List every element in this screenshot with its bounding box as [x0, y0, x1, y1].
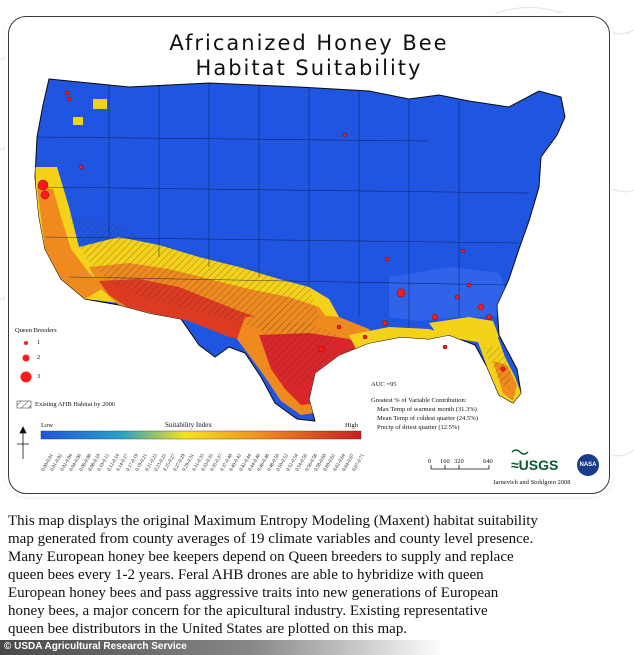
queen-breeders-title: Queen Breeders [15, 327, 57, 334]
queen-breeder-markers [37, 90, 506, 372]
queen-breeder-marker [460, 248, 466, 254]
map-title: Africanized Honey Bee [169, 31, 449, 55]
queen-breeder-marker [362, 334, 368, 340]
contribution-line: Precip of driest quarter (12.5%) [377, 424, 460, 431]
queen-breeders-level: 1 [37, 339, 41, 346]
queen-breeder-marker [466, 282, 472, 288]
queen-breeder-marker [396, 288, 406, 298]
low-label: Low [41, 422, 53, 429]
queen-breeder-marker [486, 314, 492, 320]
contribution-line: Max Temp of warmest month (31.3%) [377, 406, 477, 413]
queen-breeders-level: 2 [37, 354, 41, 361]
queen-breeder-marker [37, 179, 49, 191]
legend-dot-2 [22, 354, 30, 362]
queen-breeder-marker [317, 345, 325, 353]
scale-label: 160 [440, 458, 450, 465]
map-credit-authors: Jarnevich and Stohlgren 2008 [493, 479, 571, 486]
queen-breeder-marker [40, 190, 50, 200]
photo-credit: © USDA Agricultural Research Service [4, 641, 187, 652]
scale-label: 320 [454, 458, 464, 465]
description-line: European honey bees and pass aggressive … [8, 585, 499, 601]
high-label: High [345, 422, 358, 429]
queen-breeder-marker [454, 294, 460, 300]
compass-icon [17, 426, 29, 459]
queen-breeder-marker [78, 164, 84, 170]
description-line: map generated from county averages of 19… [8, 531, 534, 547]
credit-bar: © USDA Agricultural Research Service [0, 640, 634, 655]
nasa-logo: NASA [577, 454, 599, 476]
queen-breeder-marker [382, 320, 388, 326]
description-line: honey bees, a major concern for the apic… [8, 603, 488, 619]
usgs-logo: ≈USGS [511, 457, 559, 473]
queen-breeder-marker [477, 303, 485, 311]
suitability-colorbar [40, 430, 362, 440]
queen-breeder-marker [66, 96, 72, 102]
legend-hatch-swatch [16, 400, 32, 409]
map-description: This map displays the original Maximum E… [8, 512, 628, 638]
map-subtitle: Habitat Suitability [195, 56, 423, 80]
usgs-wave-icon [511, 449, 529, 455]
scale-label: 640 [483, 458, 493, 465]
scale-label: 0 [428, 458, 432, 465]
queen-breeder-marker [336, 324, 342, 330]
us-suitability-map [16, 78, 566, 470]
suitability-index-title: Suitability Index [165, 421, 212, 429]
description-line: queen bee distributors in the United Sta… [8, 621, 408, 637]
description-line: Many European honey bee keepers depend o… [8, 549, 514, 565]
legend-dot-1 [24, 341, 28, 345]
map-figure: Africanized Honey Bee Habitat Suitabilit… [8, 16, 610, 494]
queen-breeder-marker [384, 256, 390, 262]
suitability-tick-labels: 0.00-0.01 0.01-0.02 0.02-0.04 0.04-0.06 0.06… [39, 442, 369, 482]
legend-dot-3 [20, 371, 32, 383]
queen-breeder-marker [500, 366, 506, 372]
contribution-line: Mean Temp of coldest quarter (24.5%) [377, 415, 478, 422]
scale-bar [430, 465, 490, 470]
contribution-title: Greatest % of Variable Contribution: [371, 397, 467, 404]
queen-breeder-marker [342, 132, 348, 138]
auc-value: AUC =95 [371, 381, 397, 388]
description-line: queen bees every 1-2 years. Feral AHB dr… [8, 567, 484, 583]
description-line: This map displays the original Maximum E… [8, 513, 538, 529]
queen-breeders-level: 3 [37, 373, 41, 380]
queen-breeder-marker [442, 344, 448, 350]
queen-breeder-marker [431, 313, 439, 321]
existing-habitat-label: Existing AHB Habitat by 2006 [35, 401, 116, 408]
queen-breeder-marker [64, 90, 70, 96]
